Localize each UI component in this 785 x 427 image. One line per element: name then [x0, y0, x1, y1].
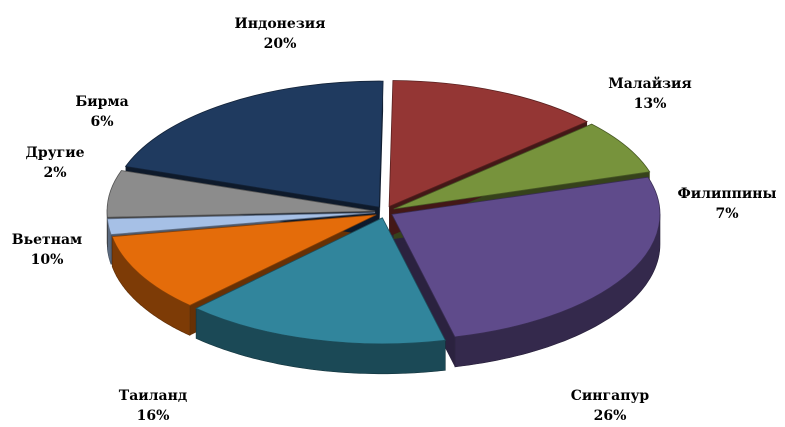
- slice-percent: 26%: [594, 408, 627, 424]
- slice-name: Таиланд: [119, 388, 187, 404]
- slice-name: Филиппины: [677, 186, 776, 202]
- pie-tops: [106, 80, 661, 345]
- pie-slice-Индонезия: [124, 80, 384, 208]
- pie-slice-Таиланд: [195, 217, 446, 345]
- pie-labels: Индонезия 20% Малайзия 13% Филиппины 7% Сингап…: [12, 16, 777, 424]
- pie-slice-Малайзия: [388, 80, 589, 208]
- slice-label-0: Индонезия 20%: [235, 16, 326, 52]
- slice-label-1: Малайзия 13%: [608, 75, 692, 112]
- slice-name: Сингапур: [571, 388, 650, 404]
- slice-name: Индонезия: [235, 16, 326, 32]
- slice-percent: 7%: [715, 206, 738, 222]
- slice-label-3: Сингапур 26%: [571, 388, 650, 424]
- pie-slice-Вьетнам: [111, 214, 377, 306]
- slice-name: Другие: [25, 145, 84, 161]
- slice-percent: 16%: [137, 408, 170, 424]
- slice-percent: 20%: [264, 36, 297, 52]
- slice-label-2: Филиппины 7%: [677, 186, 776, 222]
- pie-slice-Сингапур: [391, 176, 661, 338]
- slice-label-4: Таиланд 16%: [119, 388, 187, 424]
- slice-name: Малайзия: [608, 75, 692, 92]
- pie-slice-Бирма: [106, 170, 376, 218]
- slice-percent: 6%: [90, 114, 113, 130]
- slice-name: Бирма: [75, 94, 128, 110]
- slice-percent: 2%: [43, 165, 66, 181]
- pie-slice-Другие: [106, 212, 376, 235]
- slice-label-6: Другие 2%: [25, 145, 84, 181]
- pie-slice-Филиппины: [393, 123, 651, 210]
- slice-percent: 13%: [634, 96, 667, 112]
- slice-name: Вьетнам: [12, 232, 82, 248]
- slice-label-5: Вьетнам 10%: [12, 232, 82, 268]
- slice-percent: 10%: [31, 252, 64, 268]
- slice-label-7: Бирма 6%: [75, 94, 128, 130]
